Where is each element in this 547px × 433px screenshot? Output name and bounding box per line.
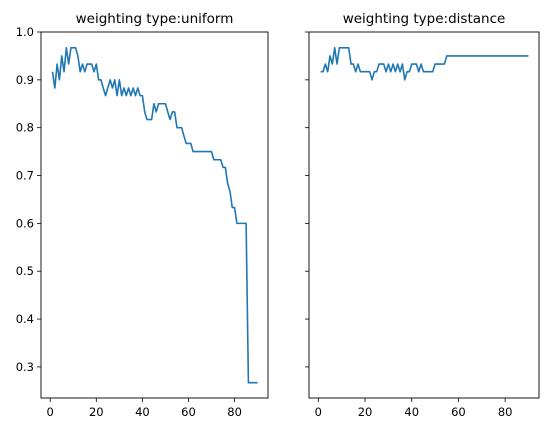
uniform-ytick-label: 0.4 [16,312,34,326]
subplot-distance-frame [308,31,540,399]
uniform-ytick-label: 0.3 [16,360,34,374]
uniform-accuracy-line [51,46,258,384]
uniform-ytick-label: 0.6 [16,216,34,230]
subplot-uniform-frame [40,31,269,399]
distance-accuracy-line [320,46,529,81]
distance-xtick-label: 80 [498,405,513,419]
uniform-ytick-label: 0.5 [16,264,34,278]
uniform-xtick-label: 80 [227,405,242,419]
distance-xtick-label: 0 [315,405,322,419]
uniform-xtick-label: 40 [135,405,150,419]
uniform-ytick-label: 0.9 [16,73,34,87]
subplot-distance-title: weighting type:distance [343,11,506,27]
subplot-uniform: weighting type:uniform 0 20 40 60 80 0.3 0.4 0.… [16,11,269,419]
distance-xtick-label: 40 [404,405,419,419]
subplot-uniform-title: weighting type:uniform [76,11,234,27]
uniform-xtick-label: 60 [181,405,196,419]
distance-xtick-label: 60 [451,405,466,419]
uniform-ytick-label: 0.7 [16,169,34,183]
uniform-xtick-label: 0 [47,405,54,419]
uniform-xtick-label: 20 [89,405,104,419]
uniform-ytick-label: 1.0 [16,25,34,39]
distance-xtick-label: 20 [358,405,373,419]
uniform-ytick-label: 0.8 [16,121,34,135]
subplot-distance: weighting type:distance 0 20 40 60 80 [305,11,540,419]
